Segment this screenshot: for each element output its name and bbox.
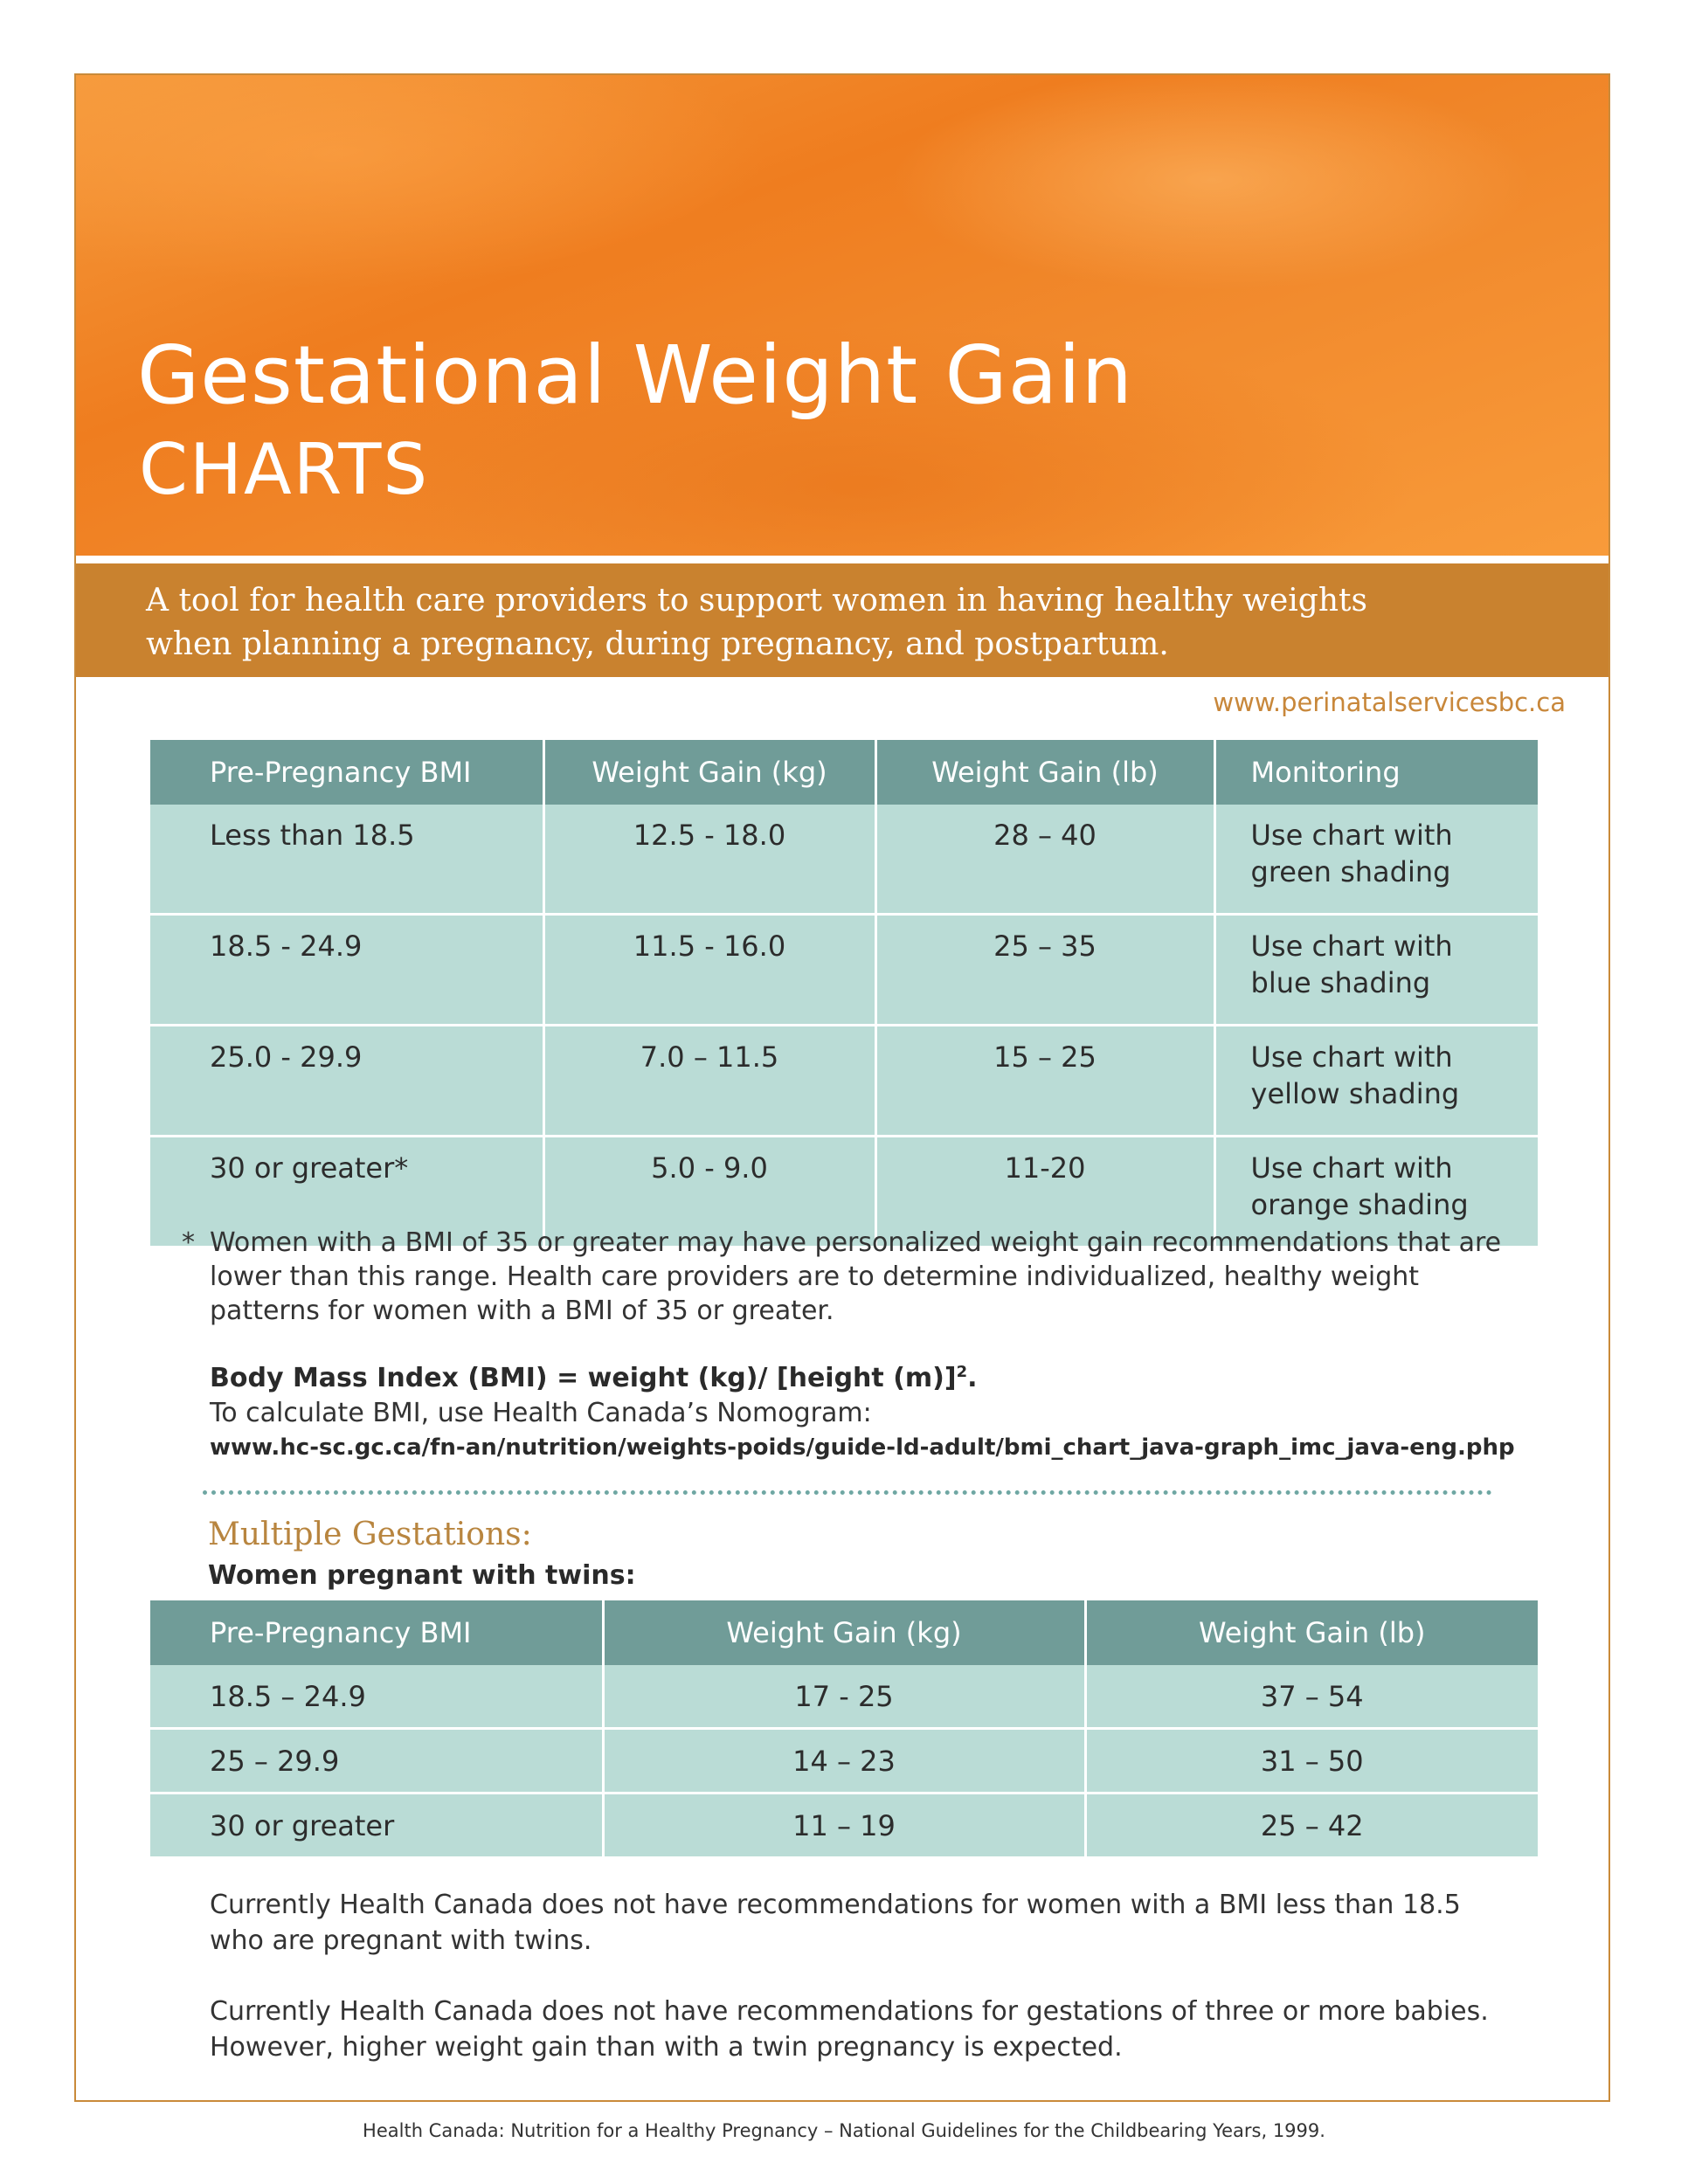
multiple-gestations-heading: Multiple Gestations: xyxy=(208,1517,532,1552)
bmi-cell: 18.5 - 24.9 xyxy=(150,914,545,1026)
page-subtitle: CHARTS xyxy=(139,429,430,510)
tagline-band: A tool for health care providers to supp… xyxy=(76,563,1608,677)
dotted-divider xyxy=(203,1490,1492,1495)
page-border xyxy=(74,73,1610,2102)
monitoring-cell: Use chart with yellow shading xyxy=(1214,1025,1538,1137)
kg-cell: 12.5 - 18.0 xyxy=(543,805,877,916)
column-header-bmi: Pre-Pregnancy BMI xyxy=(150,1600,605,1665)
monitoring-line-1: Use chart with xyxy=(1250,819,1453,852)
lb-cell: 28 – 40 xyxy=(875,805,1216,916)
monitoring-line-2: yellow shading xyxy=(1250,1077,1460,1110)
twins-note: Currently Health Canada does not have re… xyxy=(210,1890,1461,1956)
column-header-kg: Weight Gain (kg) xyxy=(543,740,877,805)
table-row: 18.5 – 24.9 17 - 25 37 – 54 xyxy=(150,1665,1538,1730)
monitoring-cell: Use chart with green shading xyxy=(1214,805,1538,916)
bmi-formula-exponent: 2 xyxy=(956,1363,968,1381)
twins-label: Women pregnant with twins: xyxy=(208,1560,636,1591)
footnote: * Women with a BMI of 35 or greater may … xyxy=(182,1226,1520,1328)
kg-cell: 11.5 - 16.0 xyxy=(543,914,877,1026)
table-row: 25 – 29.9 14 – 23 31 – 50 xyxy=(150,1728,1538,1794)
monitoring-line-2: blue shading xyxy=(1250,966,1431,999)
monitoring-line-1: Use chart with xyxy=(1250,1040,1453,1074)
kg-cell: 7.0 – 11.5 xyxy=(543,1025,877,1137)
bmi-cell: 30 or greater* xyxy=(150,1136,545,1246)
bmi-cell: Less than 18.5 xyxy=(150,805,545,916)
bmi-formula-text: Body Mass Index (BMI) = weight (kg)/ [he… xyxy=(210,1363,957,1393)
column-header-bmi: Pre-Pregnancy BMI xyxy=(150,740,545,805)
table-row: 30 or greater* 5.0 - 9.0 11-20 Use chart… xyxy=(150,1136,1538,1246)
source-citation: Health Canada: Nutrition for a Healthy P… xyxy=(363,2120,1325,2141)
header-banner: Gestational Weight Gain CHARTS xyxy=(76,75,1608,556)
bmi-cell: 25.0 - 29.9 xyxy=(150,1025,545,1137)
table-row: 18.5 - 24.9 11.5 - 16.0 25 – 35 Use char… xyxy=(150,914,1538,1026)
bmi-instruction: To calculate BMI, use Health Canada’s No… xyxy=(210,1398,872,1428)
table-row: Less than 18.5 12.5 - 18.0 28 – 40 Use c… xyxy=(150,805,1538,916)
column-header-monitoring: Monitoring xyxy=(1214,740,1538,805)
monitoring-line-1: Use chart with xyxy=(1250,930,1453,963)
kg-cell: 11 – 19 xyxy=(603,1793,1087,1856)
column-header-lb: Weight Gain (lb) xyxy=(1085,1600,1538,1665)
bmi-cell: 18.5 – 24.9 xyxy=(150,1665,605,1730)
table-header-row: Pre-Pregnancy BMI Weight Gain (kg) Weigh… xyxy=(150,740,1538,805)
lb-cell: 37 – 54 xyxy=(1085,1665,1538,1730)
footnote-text: Women with a BMI of 35 or greater may ha… xyxy=(210,1227,1502,1326)
column-header-lb: Weight Gain (lb) xyxy=(875,740,1216,805)
nomogram-link[interactable]: www.hc-sc.gc.ca/fn-an/nutrition/weights-… xyxy=(210,1434,1515,1461)
monitoring-line-1: Use chart with xyxy=(1250,1151,1453,1185)
monitoring-cell: Use chart with orange shading xyxy=(1214,1136,1538,1246)
bmi-formula: Body Mass Index (BMI) = weight (kg)/ [he… xyxy=(210,1363,978,1393)
page-title: Gestational Weight Gain xyxy=(137,328,1133,422)
triplets-note: Currently Health Canada does not have re… xyxy=(210,1996,1489,2063)
singleton-weight-gain-table: Pre-Pregnancy BMI Weight Gain (kg) Weigh… xyxy=(150,740,1538,1246)
monitoring-line-2: orange shading xyxy=(1250,1188,1469,1221)
bmi-cell: 25 – 29.9 xyxy=(150,1728,605,1794)
monitoring-line-2: green shading xyxy=(1250,855,1451,888)
kg-cell: 14 – 23 xyxy=(603,1728,1087,1794)
table-header-row: Pre-Pregnancy BMI Weight Gain (kg) Weigh… xyxy=(150,1600,1538,1665)
website-link[interactable]: www.perinatalservicesbc.ca xyxy=(1213,688,1566,717)
lb-cell: 25 – 35 xyxy=(875,914,1216,1026)
table-row: 30 or greater 11 – 19 25 – 42 xyxy=(150,1793,1538,1856)
lb-cell: 15 – 25 xyxy=(875,1025,1216,1137)
twins-weight-gain-table: Pre-Pregnancy BMI Weight Gain (kg) Weigh… xyxy=(150,1600,1538,1856)
kg-cell: 5.0 - 9.0 xyxy=(543,1136,877,1246)
lb-cell: 31 – 50 xyxy=(1085,1728,1538,1794)
bmi-formula-period: . xyxy=(967,1363,978,1393)
kg-cell: 17 - 25 xyxy=(603,1665,1087,1730)
column-header-kg: Weight Gain (kg) xyxy=(603,1600,1087,1665)
monitoring-cell: Use chart with blue shading xyxy=(1214,914,1538,1026)
footnote-marker: * xyxy=(182,1227,195,1258)
bmi-cell: 30 or greater xyxy=(150,1793,605,1856)
tagline: A tool for health care providers to supp… xyxy=(146,583,1367,662)
lb-cell: 25 – 42 xyxy=(1085,1793,1538,1856)
table-row: 25.0 - 29.9 7.0 – 11.5 15 – 25 Use chart… xyxy=(150,1025,1538,1137)
lb-cell: 11-20 xyxy=(875,1136,1216,1246)
